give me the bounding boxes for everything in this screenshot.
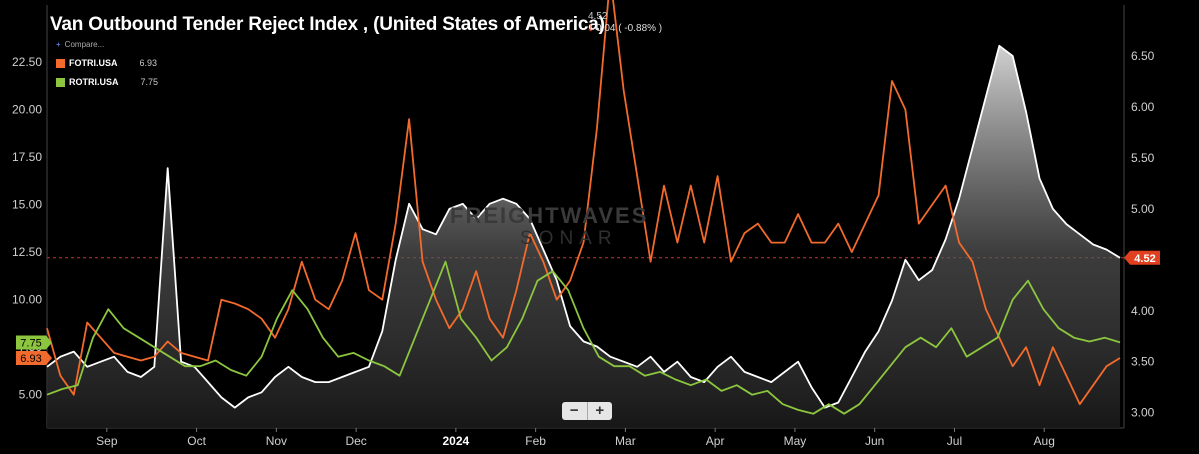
legend-name: ROTRI.USA — [69, 77, 119, 87]
zoom-controls: − + — [562, 402, 612, 420]
x-tick-label: Oct — [187, 434, 206, 448]
x-tick-label: Aug — [1034, 434, 1055, 448]
legend-swatch — [56, 77, 65, 87]
x-tick-label: Feb — [525, 434, 546, 448]
legend-swatch — [56, 58, 65, 68]
y-left-tick-label: 5.00 — [19, 388, 43, 402]
votri-value-badge-label: 4.52 — [1134, 253, 1155, 265]
x-tick-label: May — [784, 434, 807, 448]
rotri-value-badge: 7.75 — [16, 335, 52, 350]
watermark-sonar: SONAR — [520, 228, 618, 249]
y-right-tick-label: 5.50 — [1131, 151, 1155, 165]
y-left-tick-label: 12.50 — [12, 245, 42, 259]
zoom-in-button[interactable]: + — [595, 402, 605, 419]
rotri-value-badge-label: 7.75 — [20, 337, 41, 349]
y-right-tick-label: 6.00 — [1131, 100, 1155, 114]
series-area-votri — [47, 45, 1120, 429]
x-tick-label: Jul — [947, 434, 962, 448]
series-line-rotri-usa — [46, 260, 1121, 415]
zoom-out-button[interactable]: − — [562, 402, 588, 420]
chart-title: Van Outbound Tender Reject Index , (Unit… — [50, 14, 605, 35]
series-line-votri-usa — [46, 44, 1121, 409]
x-tick-label: Dec — [345, 434, 366, 448]
y-left-tick-label: 22.50 — [12, 55, 42, 69]
legend-item-fotri[interactable]: FOTRI.USA 6.93 — [56, 58, 157, 68]
x-tick-label: Apr — [706, 434, 725, 448]
y-left-tick-label: 17.50 — [12, 150, 42, 164]
x-tick-label: 2024 — [443, 434, 470, 448]
fotri-value-badge-label: 6.93 — [20, 353, 41, 365]
compare-label: Compare... — [64, 40, 105, 49]
x-tick-label: Sep — [96, 434, 118, 448]
x-tick-label: Nov — [266, 434, 287, 448]
y-left-tick-label: 20.00 — [12, 103, 42, 117]
y-right-tick-label: 5.00 — [1131, 202, 1155, 216]
legend-name: FOTRI.USA — [69, 58, 118, 68]
compare-button[interactable]: + Compare... — [56, 40, 104, 49]
y-right-tick-label: 6.50 — [1131, 49, 1155, 63]
watermark-logo: FREIGHTWAVES — [450, 203, 649, 228]
y-right-tick-label: 3.00 — [1131, 406, 1155, 420]
legend-value: 6.93 — [139, 58, 158, 68]
legend-item-rotri[interactable]: ROTRI.USA 7.75 — [56, 77, 158, 87]
last-value-box: 4.52 🡓 0.04 ( -0.88% ) — [588, 11, 662, 35]
last-value: 4.52 — [588, 11, 608, 22]
series-line-fotri-usa — [46, 0, 1121, 406]
plus-icon: + — [56, 40, 61, 49]
x-tick-label: Mar — [615, 434, 636, 448]
x-tick-label: Jun — [865, 434, 884, 448]
y-right-tick-label: 3.50 — [1131, 355, 1155, 369]
change-value: 0.04 ( -0.88% ) — [595, 23, 663, 34]
y-left-tick-label: 15.00 — [12, 198, 42, 212]
y-right-tick-label: 4.00 — [1131, 304, 1155, 318]
down-arrow-icon: 🡓 — [588, 23, 594, 34]
y-left-tick-label: 10.00 — [12, 293, 42, 307]
legend-value: 7.75 — [140, 77, 159, 87]
votri-value-badge: 4.52 — [1124, 250, 1160, 265]
fotri-value-badge: 6.93 — [16, 351, 52, 366]
